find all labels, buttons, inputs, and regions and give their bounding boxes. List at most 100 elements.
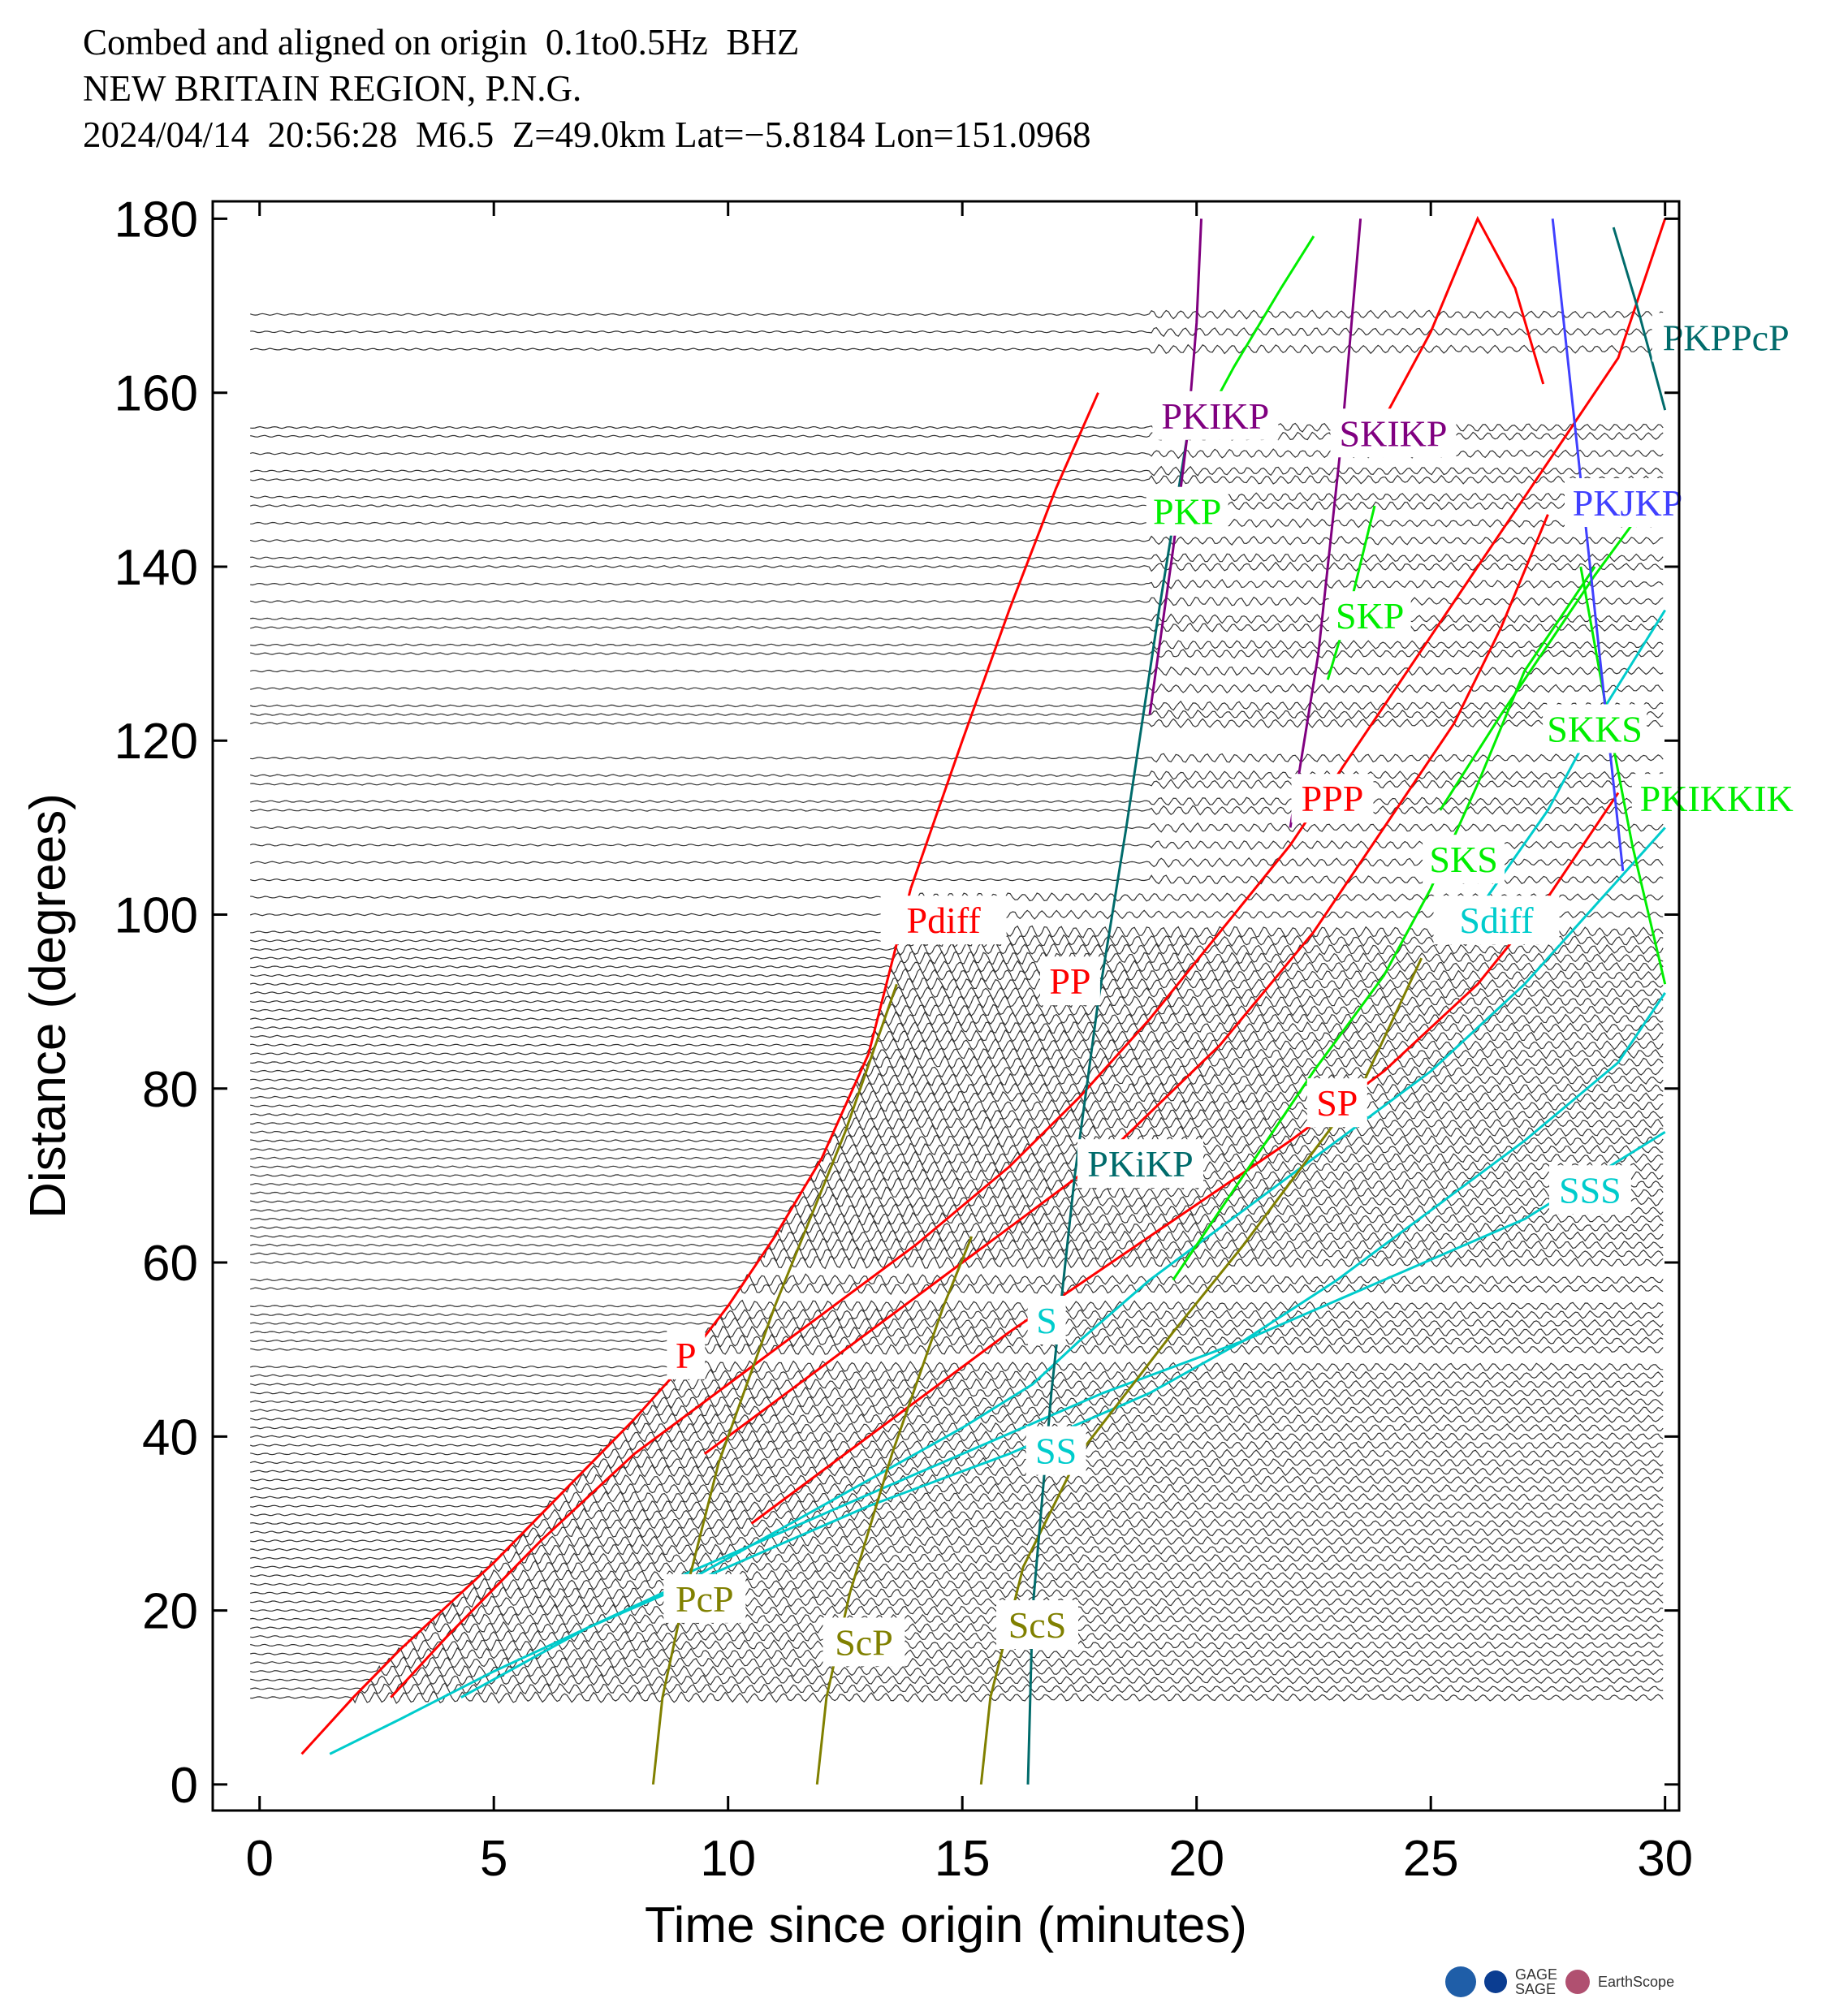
seismogram-trace [250, 1308, 1664, 1322]
phase-label-background [1291, 774, 1374, 823]
seismogram-trace [250, 1569, 1664, 1582]
x-tick-label: 30 [1637, 1831, 1693, 1887]
phase-label-pdiff: Pdiff [880, 896, 1007, 945]
phase-curve-skikp [1289, 218, 1362, 828]
seismogram-trace [250, 1038, 1664, 1053]
phase-curve-pcp [651, 983, 898, 1785]
phase-label-text: Sdiff [1459, 900, 1534, 941]
seismogram-trace [250, 1360, 1664, 1374]
seismogram-trace [250, 1500, 1664, 1513]
phase-label-scp: ScP [823, 1617, 905, 1667]
phase-label-text: SSS [1559, 1169, 1621, 1211]
phase-label-sdiff: Sdiff [1433, 896, 1560, 945]
phase-label-text: PKiKP [1087, 1143, 1193, 1185]
seismogram-trace [250, 1629, 1664, 1644]
y-tick-label: 180 [114, 192, 198, 248]
phase-label-text: PKPPcP [1663, 317, 1790, 358]
phase-label-background [1565, 478, 1690, 527]
seismogram-trace [250, 1395, 1664, 1409]
phase-label-background [1543, 704, 1647, 753]
phase-curve-ppp [703, 514, 1549, 1455]
x-tick-label: 10 [700, 1831, 756, 1887]
seismogram-trace [250, 1073, 1664, 1087]
seismogram-trace [250, 1186, 1664, 1201]
seismogram-trace [250, 1325, 1664, 1339]
phase-label-text: PKIKKIK [1640, 778, 1794, 819]
seismogram-trace [250, 822, 1664, 833]
seismogram-trace [250, 474, 1664, 485]
phase-label-pkikkik: PKIKKIK [1631, 774, 1802, 823]
seismogram-trace [249, 1124, 1664, 1140]
x-axis-title: Time since origin (minutes) [645, 1897, 1247, 1953]
seismogram-trace [250, 1219, 1664, 1236]
phase-label-pkjkp: PKJKP [1565, 478, 1690, 527]
x-tick-label: 5 [480, 1831, 507, 1887]
phase-label-text: SP [1316, 1082, 1358, 1124]
phase-curve-pp [390, 218, 1667, 1698]
y-tick-label: 40 [142, 1409, 198, 1465]
phase-label-background [1548, 1165, 1631, 1215]
y-tick-label: 0 [171, 1758, 198, 1814]
y-tick-label: 160 [114, 366, 198, 422]
seismogram-trace [250, 1386, 1664, 1401]
phase-label-pcp: PcP [663, 1573, 746, 1623]
seismogram-trace [250, 613, 1664, 624]
phase-label-background [1433, 896, 1560, 945]
phase-labels: PPdiffPPPPPSPSSSSSSSdiffSKSSKKSSKPPKPPKI… [663, 313, 1802, 1667]
seismogram-trace [250, 1456, 1664, 1470]
seismogram-trace [250, 1413, 1664, 1426]
phase-label-background [1330, 408, 1457, 458]
phase-curve-pkppcp [1612, 227, 1667, 411]
seismogram-trace [250, 1682, 1664, 1695]
seismogram-trace [250, 1159, 1664, 1175]
seismogram-trace [250, 1517, 1664, 1530]
seismogram-trace [250, 718, 1664, 729]
phase-label-text: SKP [1336, 595, 1404, 637]
seismogram-trace [250, 666, 1664, 676]
seismogram-trace [250, 1142, 1664, 1157]
phase-label-text: PKJKP [1573, 482, 1683, 524]
phase-label-text: PKIKP [1161, 395, 1269, 437]
seismogram-trace [250, 1133, 1664, 1149]
seismogram-trace [250, 1193, 1664, 1210]
gage-text: GAGE [1515, 1966, 1558, 1983]
phase-label-pkikp: PKIKP [1152, 391, 1279, 440]
phase-label-background [1328, 591, 1411, 641]
seismogram-trace [250, 1021, 1664, 1036]
phase-label-text: SKIKP [1340, 412, 1448, 454]
seismogram-trace [250, 1228, 1664, 1244]
y-tick-label: 140 [114, 540, 198, 596]
seismogram-trace [250, 1655, 1664, 1669]
seismogram-trace [250, 1404, 1664, 1417]
seismogram-trace [250, 994, 1664, 1009]
seismogram-trace [250, 1368, 1664, 1383]
phase-label-background [667, 1330, 706, 1379]
seismogram-trace [250, 1245, 1664, 1262]
x-tick-label: 15 [935, 1831, 991, 1887]
seismogram-trace [250, 622, 1664, 632]
phase-label-background [1306, 1078, 1367, 1128]
phase-label-skikp: SKIKP [1330, 408, 1457, 458]
phase-label-background [1652, 313, 1800, 362]
phase-label-text: S [1036, 1300, 1057, 1341]
seismogram-trace [250, 1333, 1664, 1348]
seismogram-trace [250, 535, 1664, 546]
seismogram-trace [250, 779, 1664, 790]
y-tick-label: 120 [114, 714, 198, 770]
seismogram-trace [250, 578, 1664, 589]
phase-curve-pkikkik [1579, 566, 1667, 985]
phase-label-pkikp: PKiKP [1077, 1139, 1203, 1189]
seismogram-trace [250, 1543, 1664, 1556]
phase-curve-p [300, 888, 913, 1755]
seismogram-trace [250, 492, 1664, 503]
seismogram-trace [250, 1107, 1664, 1123]
phase-curve-skks [1439, 478, 1666, 811]
phase-label-p: P [667, 1330, 706, 1379]
seismogram-trace [250, 1482, 1664, 1495]
seismogram-trace [250, 1343, 1664, 1357]
seismogram-trace [250, 1526, 1664, 1539]
seismogram-trace [250, 985, 1664, 1001]
nsf-logo [1445, 1966, 1476, 1997]
seismogram-trace [250, 1003, 1664, 1018]
phase-label-background [1039, 956, 1100, 1006]
